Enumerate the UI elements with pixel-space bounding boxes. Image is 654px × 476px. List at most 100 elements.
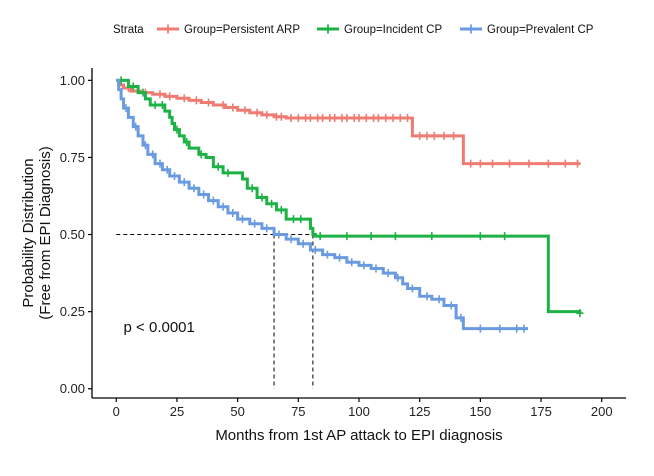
censor-mark <box>362 113 370 122</box>
legend-key-censor <box>164 24 172 34</box>
censor-mark <box>129 82 137 91</box>
censor-mark <box>428 232 436 241</box>
censor-mark <box>197 150 205 159</box>
censor-mark <box>544 159 552 168</box>
censor-mark <box>289 215 297 224</box>
censor-mark <box>382 113 390 122</box>
censor-mark <box>430 131 438 140</box>
legend-key-censor <box>324 24 332 34</box>
censor-mark <box>139 88 147 97</box>
censor-mark <box>209 196 217 205</box>
censor-mark <box>360 261 368 270</box>
censor-mark <box>219 101 227 110</box>
censor-mark <box>156 90 164 99</box>
x-tick-label: 100 <box>348 404 370 419</box>
censor-mark <box>224 168 232 177</box>
censor-mark <box>457 313 465 322</box>
y-tick-label: 0.75 <box>60 150 85 165</box>
censor-mark <box>258 193 266 202</box>
censor-mark <box>287 235 295 244</box>
legend-entry-label: Group=Prevalent CP <box>487 24 594 36</box>
censor-mark <box>263 224 271 233</box>
censor-mark <box>316 232 324 241</box>
censor-mark <box>275 230 283 239</box>
x-tick-label: 150 <box>470 404 492 419</box>
reference-lines <box>116 234 314 389</box>
censor-mark <box>306 113 314 122</box>
censor-mark <box>489 159 496 168</box>
legend-title: Strata <box>113 24 144 36</box>
censor-mark <box>416 131 424 140</box>
censor-mark <box>404 113 412 122</box>
censor-mark <box>343 113 351 122</box>
censor-mark <box>573 159 581 168</box>
censor-mark <box>287 113 295 122</box>
x-tick-label: 200 <box>591 404 613 419</box>
censor-mark <box>156 159 164 168</box>
censor-mark <box>391 232 399 241</box>
censor-mark <box>294 113 302 122</box>
survival-line <box>116 78 580 166</box>
x-tick-label: 0 <box>113 404 120 419</box>
censor-mark <box>151 101 159 110</box>
censor-mark <box>367 232 375 241</box>
censor-mark <box>576 309 584 318</box>
legend-entry-label: Group=Persistent ARP <box>184 24 300 36</box>
censor-mark <box>348 258 356 267</box>
series-group <box>116 76 584 333</box>
censor-mark <box>180 178 188 187</box>
censor-mark <box>158 101 166 110</box>
y-tick-label: 1.00 <box>60 73 85 88</box>
censor-mark <box>343 232 351 241</box>
censor-mark <box>238 215 246 224</box>
censor-mark <box>173 125 181 134</box>
censor-mark <box>323 250 331 259</box>
censor-mark <box>423 131 431 140</box>
censor-mark <box>214 162 222 171</box>
censor-mark <box>374 113 382 122</box>
censor-mark <box>423 292 431 301</box>
censor-mark <box>122 104 130 113</box>
censor-mark <box>299 239 307 248</box>
censor-mark <box>200 190 208 199</box>
censor-mark <box>394 273 402 282</box>
censor-mark <box>525 159 533 168</box>
censor-mark <box>149 150 157 159</box>
legend-entry-label: Group=Incident CP <box>344 24 442 36</box>
p-value-annotation: p < 0.0001 <box>124 319 195 336</box>
series-2 <box>116 78 528 333</box>
legend: Strata Group=Persistent ARP Group=Inciden… <box>113 24 594 36</box>
survival-line <box>116 78 582 314</box>
censor-mark <box>561 159 569 168</box>
survival-line <box>116 78 528 331</box>
y-tick-label: 0.50 <box>60 227 85 242</box>
x-tick-label: 175 <box>530 404 552 419</box>
censor-mark <box>263 110 271 119</box>
series-0 <box>116 78 581 168</box>
censor-mark <box>219 202 227 211</box>
censor-mark <box>132 122 140 131</box>
y-axis-title-line-1: Probability Distribution <box>20 158 37 307</box>
censor-mark <box>372 264 380 273</box>
censor-mark <box>435 295 443 304</box>
censor-mark <box>408 284 416 293</box>
x-tick-label: 25 <box>170 404 184 419</box>
censor-mark <box>496 324 504 333</box>
censor-mark <box>277 112 285 121</box>
censor-mark <box>476 232 484 241</box>
censor-mark <box>520 324 528 333</box>
censor-mark <box>166 92 174 101</box>
censor-mark <box>253 108 261 117</box>
censor-mark <box>192 96 200 105</box>
censor-mark <box>229 103 237 112</box>
censor-mark <box>229 208 237 217</box>
censor-mark <box>190 184 198 193</box>
censor-mark <box>336 253 344 262</box>
censor-mark <box>319 113 327 122</box>
censor-mark <box>171 171 179 180</box>
censor-mark <box>331 113 339 122</box>
series-1 <box>116 76 584 318</box>
censor-mark <box>501 232 509 241</box>
x-tick-label: 50 <box>230 404 244 419</box>
censor-mark <box>183 138 191 147</box>
